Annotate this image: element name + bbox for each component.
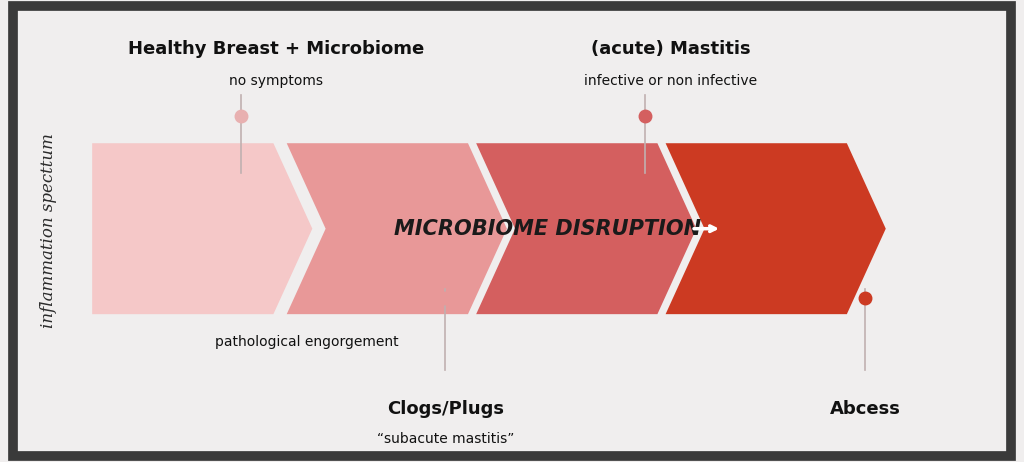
Text: inflammation specttum: inflammation specttum	[40, 134, 56, 328]
Text: (acute) Mastitis: (acute) Mastitis	[591, 40, 751, 57]
Text: MICROBIOME DISRUPTION: MICROBIOME DISRUPTION	[394, 219, 701, 239]
Text: no symptoms: no symptoms	[229, 74, 324, 88]
Text: Healthy Breast + Microbiome: Healthy Breast + Microbiome	[128, 40, 425, 57]
Polygon shape	[666, 143, 886, 314]
Polygon shape	[287, 143, 507, 314]
Text: Abcess: Abcess	[829, 400, 901, 418]
Polygon shape	[92, 143, 312, 314]
Text: Clogs/Plugs: Clogs/Plugs	[387, 400, 504, 418]
Text: “subacute mastitis”: “subacute mastitis”	[377, 432, 514, 446]
Text: pathological engorgement: pathological engorgement	[215, 335, 399, 349]
Text: infective or non infective: infective or non infective	[584, 74, 758, 88]
Polygon shape	[476, 143, 696, 314]
